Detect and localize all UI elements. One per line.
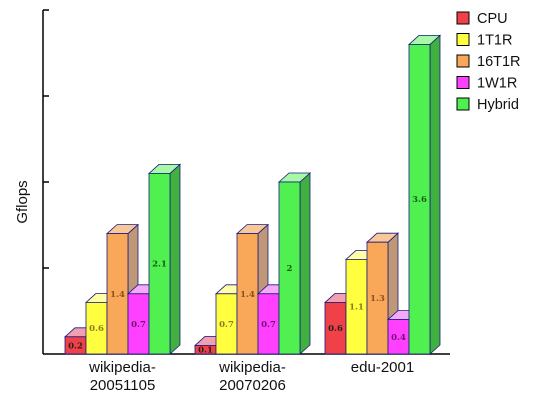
bar-side-face — [169, 163, 181, 355]
data-label: 2.1 — [152, 260, 167, 270]
data-label: 0.7 — [261, 320, 276, 330]
data-label: 0.7 — [219, 320, 234, 330]
data-label: 1.4 — [240, 290, 255, 300]
legend-item-cpu: CPU — [456, 11, 508, 27]
legend-label: 16T1R — [477, 54, 521, 70]
bar-front-face — [366, 241, 389, 355]
data-label: 0.6 — [89, 324, 104, 334]
bar-front-face — [408, 44, 431, 355]
legend-label: CPU — [477, 11, 508, 27]
legend: CPU 1T1R 16T1R 1W1R Hybrid — [456, 11, 521, 113]
data-label: 1.4 — [110, 290, 125, 300]
legend-item-16t1r: 16T1R — [456, 54, 521, 70]
bars: 0.2 0.6 1.4 0.7 2.1 0.1 0.7 1.4 0.7 2 0.6 1.1 1.3 0.4… — [63, 34, 442, 356]
legend-swatch — [456, 76, 470, 89]
x-tick-label: edu-2001 — [351, 359, 414, 376]
bar-hybrid: 3.6 — [407, 34, 442, 355]
bar-group: 0.1 0.7 1.4 0.7 2 — [193, 172, 312, 356]
data-label: 2 — [287, 264, 293, 274]
data-label: 0.6 — [328, 324, 343, 334]
bar-side-face — [429, 34, 441, 355]
legend-item-1t1r: 1T1R — [456, 33, 512, 49]
bar-front-face — [148, 172, 171, 355]
bar-group: 0.6 1.1 1.3 0.4 3.6 — [323, 34, 442, 355]
data-label: 1.1 — [349, 303, 364, 313]
data-label: 0.2 — [68, 341, 83, 351]
x-tick-label: wikipedia-20051105 — [88, 359, 156, 394]
bar-front-face — [278, 181, 301, 355]
y-axis-label: Gflops — [14, 180, 31, 223]
bar-group: 0.2 0.6 1.4 0.7 2.1 — [63, 163, 182, 355]
data-label: 0.7 — [131, 320, 146, 330]
legend-swatch — [456, 97, 470, 111]
legend-swatch — [456, 33, 470, 46]
bar-hybrid: 2.1 — [147, 163, 182, 355]
legend-swatch — [456, 11, 470, 25]
data-label: 3.6 — [412, 195, 427, 205]
data-label: 0.4 — [391, 333, 406, 343]
legend-item-hybrid: Hybrid — [456, 97, 519, 113]
data-label: 1.3 — [370, 294, 385, 304]
data-label: 0.1 — [198, 346, 213, 356]
x-tick-label: wikipedia-20070206 — [218, 359, 286, 394]
bar-hybrid: 2 — [277, 172, 312, 355]
legend-label: Hybrid — [477, 97, 519, 113]
legend-swatch — [456, 54, 470, 68]
bar-side-face — [299, 172, 311, 355]
x-tick-labels: wikipedia-20051105 wikipedia-20070206 edu-… — [88, 359, 414, 394]
legend-item-1w1r: 1W1R — [456, 76, 517, 92]
legend-label: 1T1R — [477, 33, 512, 49]
legend-label: 1W1R — [477, 76, 517, 92]
